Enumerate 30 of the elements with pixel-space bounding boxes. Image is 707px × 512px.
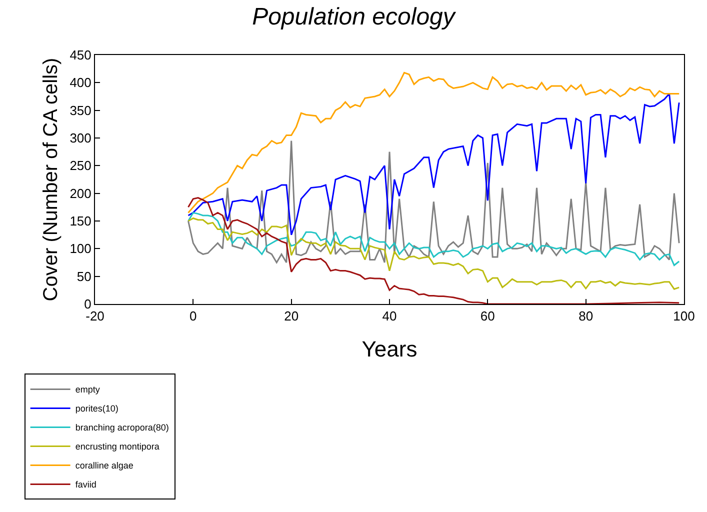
x-tick-label: 60 <box>480 308 495 324</box>
legend-label: branching acropora(80) <box>75 422 169 433</box>
y-tick-label: 250 <box>70 158 92 174</box>
y-tick-label: 300 <box>70 130 92 146</box>
x-axis-title: Years <box>362 336 418 362</box>
legend-label: empty <box>75 384 100 395</box>
y-tick-label: 400 <box>70 75 92 90</box>
y-tick-label: 150 <box>70 214 92 229</box>
legend-label: coralline algae <box>75 460 134 471</box>
x-tick-label: 100 <box>673 308 695 324</box>
legend-label: faviid <box>75 480 96 490</box>
line-series <box>188 72 680 214</box>
x-tick-label: 40 <box>382 308 397 324</box>
y-tick-label: 350 <box>70 102 92 118</box>
x-tick-label: 0 <box>190 308 197 324</box>
line-series <box>188 92 680 236</box>
x-tick-label: 80 <box>578 308 594 324</box>
legend-label: porites(10) <box>75 404 118 414</box>
x-tick-label: 20 <box>284 308 299 324</box>
y-axis-title: Cover (Number of CA cells) <box>40 58 62 302</box>
line-series <box>188 212 680 266</box>
line-series <box>188 217 680 290</box>
line-series <box>188 140 680 264</box>
line-series <box>188 197 680 304</box>
y-tick-label: 200 <box>70 186 92 201</box>
legend-label: encrusting montipora <box>75 442 160 452</box>
y-tick-label: 450 <box>70 48 92 63</box>
y-tick-label: 50 <box>76 268 92 284</box>
chart-title: Population ecology <box>252 3 457 30</box>
y-tick-label: 100 <box>70 241 92 256</box>
